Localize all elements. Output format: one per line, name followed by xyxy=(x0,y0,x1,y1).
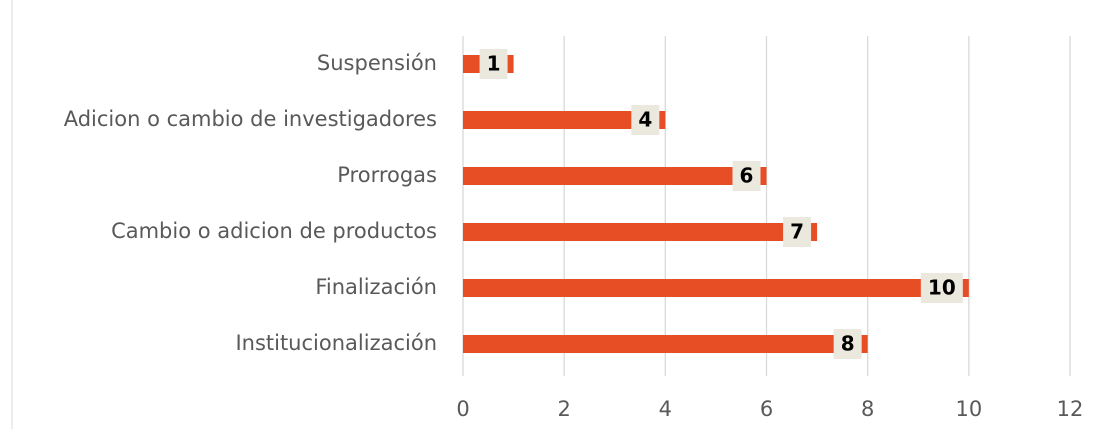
x-tick-label: 12 xyxy=(1057,397,1084,421)
data-label: 6 xyxy=(740,164,754,188)
data-label-box xyxy=(631,105,660,135)
data-label-box xyxy=(833,329,862,359)
data-label: 10 xyxy=(928,276,956,300)
x-tick-label: 2 xyxy=(557,397,570,421)
x-tick-label: 4 xyxy=(659,397,672,421)
y-tick-label: Cambio o adicion de productos xyxy=(111,219,437,243)
bar xyxy=(463,167,767,185)
y-tick-label: Suspensión xyxy=(317,51,437,75)
y-tick-label: Institucionalización xyxy=(235,331,437,355)
data-label-box xyxy=(920,273,963,303)
data-label: 7 xyxy=(790,220,804,244)
x-tick-label: 0 xyxy=(456,397,469,421)
bar xyxy=(463,279,969,297)
data-label: 4 xyxy=(638,108,652,132)
y-tick-label: Finalización xyxy=(315,275,437,299)
data-label-box xyxy=(783,217,812,247)
data-label-box xyxy=(732,161,761,191)
y-tick-label: Prorrogas xyxy=(337,163,437,187)
x-tick-label: 8 xyxy=(861,397,874,421)
y-tick-label: Adicion o cambio de investigadores xyxy=(64,107,437,131)
x-tick-label: 10 xyxy=(955,397,982,421)
data-label: 1 xyxy=(487,52,501,76)
x-tick-label: 6 xyxy=(760,397,773,421)
bar xyxy=(463,111,666,129)
data-label-box xyxy=(479,49,508,79)
data-label: 8 xyxy=(841,332,855,356)
bar xyxy=(463,223,818,241)
bar xyxy=(463,335,868,353)
